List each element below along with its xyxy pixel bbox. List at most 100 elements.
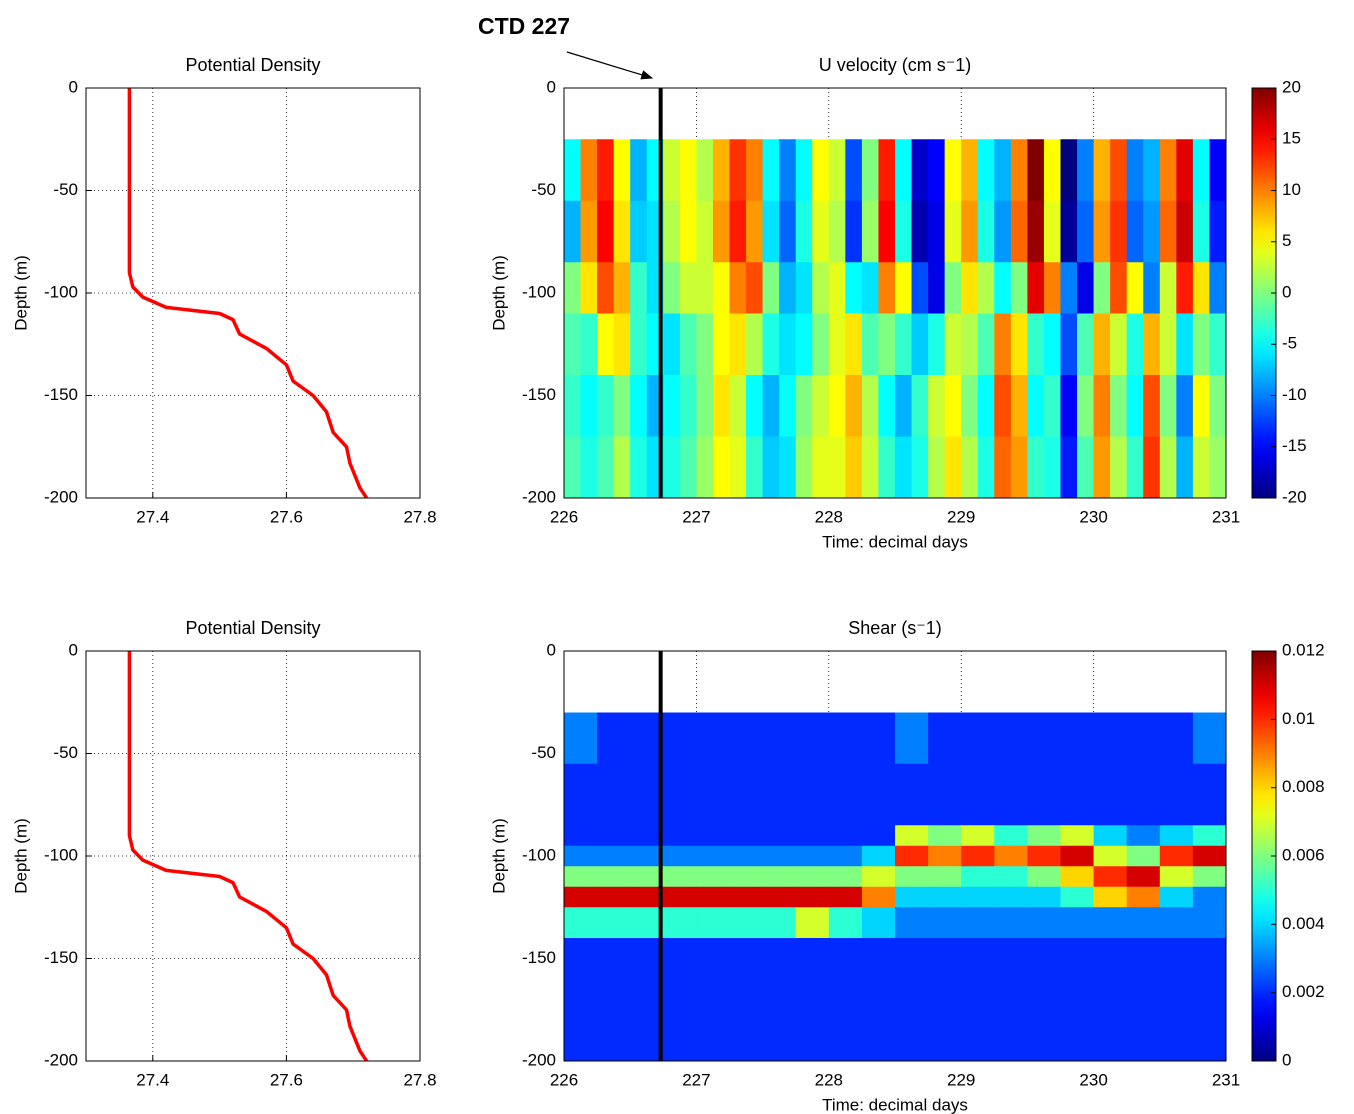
heat-cell [895,907,929,939]
heat-cell [961,886,995,908]
heat-cell [1126,200,1144,263]
heat-cell [613,262,631,315]
heat-cell [663,907,697,939]
heat-cell [663,845,697,867]
heat-cell [828,938,863,1001]
heat-cell [630,262,648,315]
heat-cell [895,313,913,376]
heat-cell [895,763,929,826]
heat-cell [564,999,598,1061]
heat-cell [1027,436,1045,498]
heat-cell [1060,886,1095,908]
heat-cell [762,139,780,202]
heat-cell [994,712,1028,765]
y-tick-label: -150 [522,948,556,967]
heat-cell [1060,866,1095,888]
heat-cell [630,763,664,826]
heat-cell [845,200,863,263]
heat-cell [1060,313,1078,376]
heat-cell [1159,262,1177,315]
heat-cell [1060,262,1078,315]
heat-cell [895,999,929,1061]
heat-cell [1027,866,1062,888]
heat-cell [597,139,615,202]
annotation: CTD 227 [478,13,570,39]
heat-cell [911,436,929,498]
heat-cell [564,825,598,847]
colorbar-tick-label: 0 [1282,282,1291,301]
heat-cell [878,375,896,438]
heat-cell [1143,375,1161,438]
heat-cell [762,907,797,939]
heat-cell [861,845,896,867]
heat-cell [1126,712,1161,765]
heat-cell [580,375,598,438]
heat-cell [845,139,863,202]
heat-cell [762,313,780,376]
heat-cell [944,262,962,315]
heat-cell [795,886,830,908]
x-tick-label: 27.4 [136,507,169,526]
heat-cell [861,313,880,376]
heat-cell [961,938,995,1001]
heat-cell [663,938,697,1001]
plot-frame [85,87,421,499]
x-tick-label: 230 [1079,1070,1107,1089]
heat-cell [1027,763,1062,826]
heat-cell [630,845,664,867]
heat-cell [1209,436,1226,498]
heat-cell [1060,436,1078,498]
x-tick-label: 27.6 [270,507,303,526]
y-tick-label: -200 [522,1050,556,1069]
heat-cell [1093,375,1111,438]
heat-cell [1176,375,1194,438]
heat-cell [1060,938,1095,1001]
heat-cell [961,313,979,376]
y-axis-label: Depth (m) [489,255,508,331]
heat-cell [630,436,648,498]
heat-cell [1126,938,1161,1001]
heat-cell [961,763,995,826]
heat-cell [1126,845,1161,867]
x-axis-label: Time: decimal days [822,532,968,551]
x-tick-label: 27.8 [403,1070,436,1089]
heat-cell [1192,999,1226,1061]
heat-cell [977,200,995,263]
heat-cell [928,999,962,1061]
heat-cell [1077,200,1095,263]
y-tick-label: -200 [522,487,556,506]
heat-cell [1192,313,1211,376]
y-tick-label: -200 [44,1050,78,1069]
heat-cell [928,200,946,263]
heat-cell [944,436,962,498]
heat-cell [994,938,1028,1001]
heat-cell [746,375,764,438]
heat-cell [1110,139,1128,202]
heat-cell [762,712,797,765]
heat-cell [597,375,615,438]
heat-cell [961,262,979,315]
heat-cell [1043,200,1062,263]
heat-cell [1192,763,1226,826]
heat-cell [762,763,797,826]
heat-cell [762,999,797,1061]
heat-cell [994,763,1028,826]
y-tick-label: 0 [69,77,78,96]
heat-cell [1077,313,1095,376]
heat-cell [1060,825,1095,847]
heat-cell [712,436,731,498]
heat-cell [928,763,962,826]
y-tick-label: 0 [547,640,556,659]
heat-cell [564,375,582,438]
y-tick-label: -100 [522,282,556,301]
heat-cell [1093,825,1128,847]
heat-cell [1192,139,1211,202]
heat-cell [779,139,797,202]
heat-cell [878,200,896,263]
heat-cell [1093,436,1111,498]
heat-cell [1027,262,1045,315]
heat-cell [828,886,863,908]
heat-cell [911,313,929,376]
heat-cell [746,313,764,376]
heat-cell [928,712,962,765]
